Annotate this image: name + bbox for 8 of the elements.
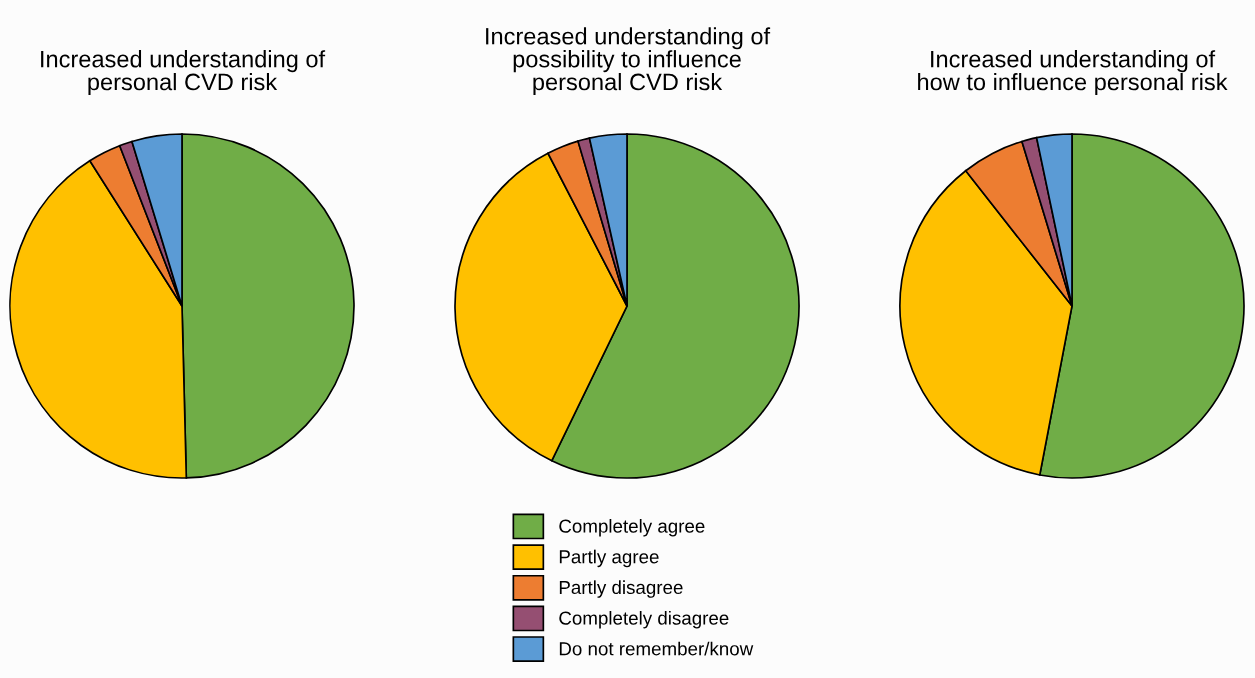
chart-title: Increased understanding of personal CVD risk — [41, 50, 326, 95]
legend-label: Partly disagree — [559, 580, 683, 598]
legend-label: Completely agree — [559, 519, 705, 537]
legend-label: Do not remember/know — [559, 641, 754, 656]
legend-label: Partly agree — [559, 549, 659, 568]
chart-title: Increased understanding of possibility to influence personal CVD risk — [486, 27, 771, 95]
legend-label: Completely disagree — [559, 610, 729, 629]
chart-title: Increased understanding of how to influence personal risk — [918, 50, 1228, 95]
